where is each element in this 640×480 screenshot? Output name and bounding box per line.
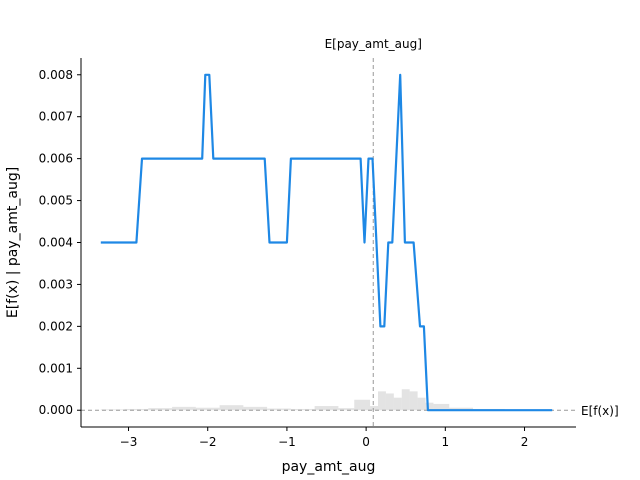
series-line-group [100, 73, 553, 412]
histogram-bar-13 [378, 391, 386, 411]
y-tick-label: 0.005 [39, 194, 73, 208]
y-tick-label: 0.003 [39, 277, 73, 291]
histogram-bar-8 [290, 408, 315, 411]
series-line-0 [100, 73, 553, 412]
histogram-bar-10 [338, 408, 355, 411]
histogram-bar-14 [385, 393, 394, 411]
y-ticks: 0.000 0.001 0.002 0.003 0.004 0.005 0.006 0.007… [39, 68, 81, 417]
y-tick-label: 0.001 [39, 361, 73, 375]
x-tick-label: −3 [120, 435, 138, 449]
histogram-bar-6 [243, 406, 268, 411]
histogram [100, 389, 553, 411]
x-tick-label: 1 [441, 435, 449, 449]
x-axis-title: pay_amt_aug [282, 459, 376, 475]
y-tick-label: 0.006 [39, 152, 73, 166]
expected-output-label: E[f(x)] [581, 404, 619, 418]
histogram-bar-9 [314, 406, 339, 411]
histogram-bar-5 [219, 405, 244, 411]
histogram-bar-1 [124, 408, 149, 411]
x-tick-label: 2 [521, 435, 529, 449]
y-tick-label: 0.004 [39, 236, 73, 250]
histogram-bar-11 [354, 399, 371, 411]
reference-lines [81, 58, 576, 427]
histogram-bar-15 [393, 397, 402, 411]
expected-feature-label: E[pay_amt_aug] [325, 37, 422, 51]
histogram-bar-17 [409, 391, 418, 411]
histogram-bar-3 [172, 406, 196, 411]
histogram-bar-7 [267, 408, 291, 411]
histogram-bar-12 [370, 406, 378, 411]
y-tick-label: 0.002 [39, 319, 73, 333]
histogram-bar-18 [417, 397, 426, 411]
x-tick-label: −2 [199, 435, 217, 449]
histogram-bar-20 [433, 403, 450, 411]
y-tick-label: 0.007 [39, 110, 73, 124]
y-axis-title: E[f(x) | pay_amt_aug] [5, 167, 21, 318]
y-tick-label: 0.000 [39, 403, 73, 417]
histogram-bar-21 [449, 407, 474, 411]
histogram-bar-4 [195, 407, 220, 411]
x-tick-label: 0 [362, 435, 370, 449]
y-tick-label: 0.008 [39, 68, 73, 82]
histogram-bar-19 [425, 402, 434, 411]
histogram-bar-16 [401, 389, 410, 411]
x-ticks: −3 −2 −1 0 1 2 [120, 427, 529, 449]
x-tick-label: −1 [278, 435, 296, 449]
axes [80, 58, 576, 428]
histogram-bar-2 [148, 408, 173, 411]
